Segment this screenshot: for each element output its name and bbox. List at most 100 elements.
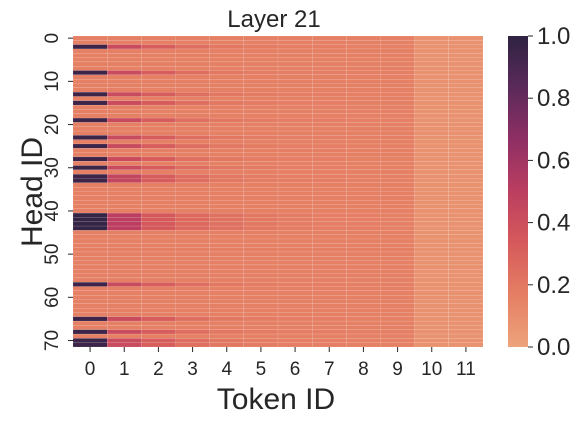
heatmap-cell	[175, 70, 210, 76]
heatmap-cell	[277, 282, 313, 287]
heatmap-cell	[141, 195, 176, 201]
heatmap-cell	[243, 338, 279, 343]
heatmap-cell	[380, 174, 415, 179]
heatmap-cell	[141, 286, 176, 291]
heatmap-cell	[72, 174, 108, 179]
heatmap-cell	[346, 40, 381, 45]
heatmap-cell	[72, 53, 108, 58]
heatmap-cell	[312, 295, 347, 300]
heatmap-cell	[380, 273, 415, 279]
heatmap-cell	[346, 178, 381, 184]
heatmap-cell	[209, 139, 244, 145]
heatmap-cell	[209, 312, 244, 317]
heatmap-cell	[346, 195, 381, 201]
heatmap-cell	[277, 35, 313, 41]
heatmap-cell	[414, 96, 449, 101]
heatmap-cell	[175, 165, 210, 171]
heatmap-cell	[414, 48, 449, 54]
heatmap-cell	[346, 169, 381, 175]
heatmap-cell	[277, 152, 313, 158]
heatmap-cell	[346, 61, 381, 67]
heatmap-cell	[141, 182, 176, 188]
heatmap-cell	[175, 35, 210, 41]
heatmap-cell	[346, 303, 381, 309]
heatmap-cell	[414, 260, 449, 266]
heatmap-cell	[448, 212, 484, 218]
heatmap-cell	[277, 66, 313, 71]
heatmap-cell	[277, 256, 313, 261]
heatmap-cell	[209, 191, 244, 196]
heatmap-cell	[414, 269, 449, 274]
heatmap-cell	[107, 122, 142, 127]
heatmap-cell	[312, 74, 347, 80]
heatmap-cell	[414, 87, 449, 93]
heatmap-cell	[312, 187, 347, 192]
heatmap-cell	[414, 247, 449, 253]
heatmap-cell	[72, 299, 108, 304]
heatmap-cell	[414, 217, 449, 222]
heatmap-cell	[414, 74, 449, 80]
heatmap-cell	[72, 191, 108, 196]
heatmap-cell	[209, 243, 244, 248]
heatmap-cell	[380, 191, 415, 196]
heatmap-cell	[107, 269, 142, 274]
heatmap-cell	[72, 277, 108, 283]
heatmap-cell	[107, 325, 142, 330]
heatmap-cell	[312, 282, 347, 287]
heatmap-cell	[448, 195, 484, 201]
heatmap-cell	[277, 303, 313, 309]
heatmap-cell	[312, 325, 347, 330]
heatmap-cell	[380, 139, 415, 145]
heatmap-cell	[107, 104, 142, 110]
heatmap-cell	[107, 113, 142, 119]
heatmap-cell	[141, 329, 176, 335]
heatmap-cell	[277, 277, 313, 283]
heatmap-cell	[209, 87, 244, 93]
heatmap-cell	[175, 234, 210, 240]
heatmap-cell	[277, 169, 313, 175]
heatmap-cell	[448, 307, 484, 313]
heatmap-cell	[243, 122, 279, 127]
heatmap-cell	[380, 225, 415, 231]
heatmap-cell	[448, 152, 484, 158]
heatmap-cell	[312, 342, 347, 348]
y-tick-label: 60	[42, 287, 63, 308]
heatmap-cell	[312, 92, 347, 97]
heatmap-cell	[107, 61, 142, 67]
heatmap-cell	[209, 307, 244, 313]
heatmap-cell	[346, 117, 381, 123]
heatmap-cells	[72, 35, 484, 348]
heatmap-cell	[243, 264, 279, 270]
heatmap-cell	[175, 96, 210, 101]
heatmap-cell	[141, 256, 176, 261]
heatmap-cell	[175, 182, 210, 188]
x-tick-label: 7	[324, 359, 335, 380]
heatmap-cell	[141, 238, 176, 244]
heatmap-cell	[243, 104, 279, 110]
heatmap-cell	[346, 53, 381, 58]
heatmap-cell	[346, 251, 381, 257]
heatmap-cell	[312, 299, 347, 304]
heatmap-cell	[277, 325, 313, 330]
heatmap-cell	[107, 169, 142, 175]
heatmap-cell	[380, 320, 415, 326]
heatmap-cell	[72, 325, 108, 330]
heatmap-cell	[141, 66, 176, 71]
heatmap-cell	[277, 182, 313, 188]
heatmap-cell	[175, 130, 210, 136]
heatmap-cell	[175, 312, 210, 317]
heatmap-cell	[414, 109, 449, 114]
heatmap-cell	[141, 221, 176, 227]
heatmap-cell	[72, 212, 108, 218]
y-tick-label: 40	[42, 200, 63, 221]
y-axis-ticks: 0 10 20 30 40 50 60 70	[42, 33, 73, 351]
heatmap-cell	[72, 329, 108, 335]
heatmap-cell	[175, 178, 210, 184]
heatmap-cell	[141, 156, 176, 162]
heatmap-cell	[277, 234, 313, 240]
heatmap-cell	[72, 238, 108, 244]
heatmap-cell	[243, 92, 279, 97]
heatmap-cell	[243, 342, 279, 348]
heatmap-cell	[107, 139, 142, 145]
heatmap-cell	[277, 307, 313, 313]
